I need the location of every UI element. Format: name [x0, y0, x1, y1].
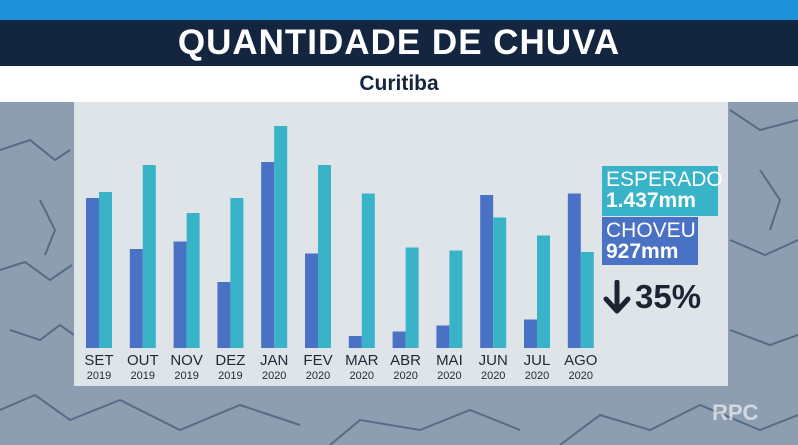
- bar-series-1-4: [217, 282, 231, 348]
- bar-series-1-10: [480, 195, 494, 348]
- expected-label: ESPERADO: [606, 168, 723, 191]
- x-tick-year: 2020: [525, 370, 549, 382]
- x-tick-month: DEZ: [215, 352, 245, 369]
- x-tick-month: OUT: [127, 352, 159, 369]
- change-indicator: 35%: [603, 278, 701, 316]
- x-tick-month: JUL: [524, 352, 551, 369]
- x-tick-month: MAR: [345, 352, 379, 369]
- x-tick-month: MAI: [436, 352, 463, 369]
- x-tick-year: 2020: [569, 370, 593, 382]
- bar-series-2-4: [230, 198, 244, 348]
- bar-series-1-5: [261, 162, 275, 348]
- bar-series-2-5: [274, 126, 288, 348]
- x-tick-year: 2019: [218, 370, 242, 382]
- bar-series-1-3: [173, 241, 187, 348]
- top-accent-strip: [0, 0, 798, 20]
- bar-series-2-8: [405, 247, 419, 348]
- change-value: 35%: [635, 278, 702, 315]
- expected-value: 1.437mm: [606, 189, 696, 212]
- bar-series-2-6: [318, 165, 331, 348]
- bar-series-2-2: [142, 165, 156, 348]
- x-tick-year: 2020: [350, 370, 374, 382]
- x-tick-year: 2019: [87, 370, 111, 382]
- x-tick-month: JUN: [479, 352, 508, 369]
- bar-series-2-11: [537, 235, 550, 348]
- bar-series-2-9: [449, 250, 463, 348]
- x-tick-year: 2020: [262, 370, 286, 382]
- x-tick-month: AGO: [564, 352, 597, 369]
- x-tick-year: 2020: [481, 370, 505, 382]
- subtitle-bar: Curitiba: [0, 66, 798, 102]
- bar-series-1-9: [436, 325, 450, 348]
- bar-series-1-12: [567, 193, 581, 348]
- bar-series-1-7: [348, 336, 362, 348]
- bar-series-2-12: [580, 252, 594, 348]
- expected-box: ESPERADO 1.437mm: [602, 166, 723, 216]
- bar-series-2-1: [99, 192, 112, 348]
- arrow-down-icon: [603, 280, 631, 314]
- x-tick-month: ABR: [390, 352, 421, 369]
- rained-value: 927mm: [606, 240, 679, 263]
- bar-series-2-7: [361, 193, 375, 348]
- x-tick-year: 2020: [393, 370, 417, 382]
- bar-series-2-3: [186, 213, 200, 348]
- x-tick-month: NOV: [170, 352, 203, 369]
- bar-series-1-11: [524, 319, 537, 348]
- rained-box: CHOVEU 927mm: [602, 217, 698, 265]
- bar-series-2-10: [493, 217, 507, 348]
- x-tick-month: JAN: [260, 352, 288, 369]
- rained-label: CHOVEU: [606, 219, 696, 242]
- x-tick-year: 2019: [174, 370, 198, 382]
- title-bar: QUANTIDADE DE CHUVA: [0, 20, 798, 66]
- x-tick-year: 2020: [306, 370, 330, 382]
- bar-series-1-1: [86, 198, 99, 348]
- bar-series-1-2: [129, 249, 143, 348]
- chart-subtitle: Curitiba: [359, 72, 439, 95]
- x-tick-month: FEV: [303, 352, 332, 369]
- bar-series-1-8: [392, 331, 406, 348]
- x-tick-year: 2019: [131, 370, 155, 382]
- broadcaster-logo: RPC: [712, 400, 759, 425]
- chart-title: QUANTIDADE DE CHUVA: [177, 23, 621, 62]
- x-tick-year: 2020: [437, 370, 461, 382]
- bar-series-1-6: [305, 253, 318, 348]
- x-tick-month: SET: [84, 352, 113, 369]
